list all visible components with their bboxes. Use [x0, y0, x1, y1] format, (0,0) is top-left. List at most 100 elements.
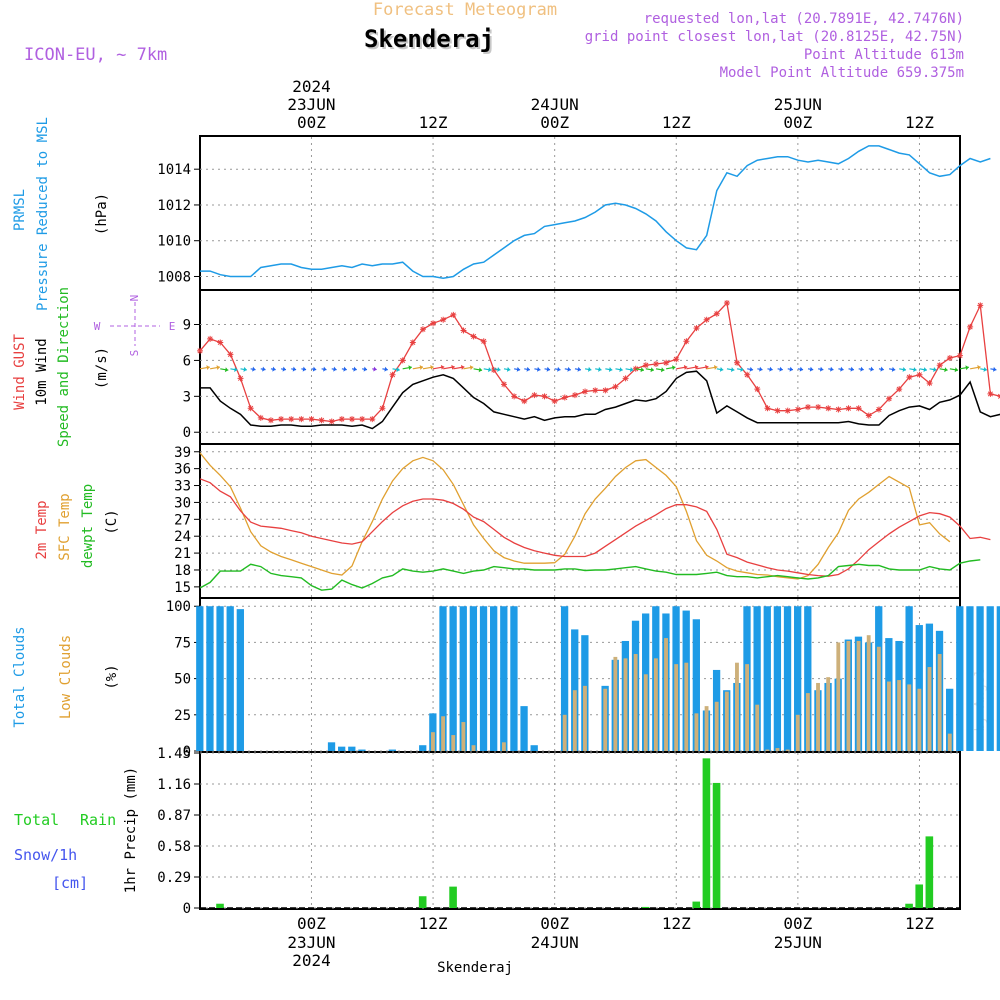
- y-tick-label: 0.29: [157, 870, 191, 886]
- wind-arrow-head: [850, 366, 854, 372]
- wind-arrow-head: [598, 366, 602, 372]
- gust-marker: [875, 406, 882, 413]
- low-cloud-bar: [927, 667, 932, 751]
- rain-bar: [925, 836, 934, 908]
- gust-marker: [278, 416, 285, 423]
- total-cloud-bar: [206, 606, 214, 751]
- wind-arrow-head: [965, 365, 969, 371]
- total-cloud-bar: [358, 749, 366, 751]
- wind-arrow-head: [608, 367, 613, 372]
- rain-bar: [692, 901, 701, 908]
- wind-arrow-head: [954, 367, 959, 373]
- low-cloud-bar: [775, 748, 780, 751]
- wind-arrow-head: [469, 365, 474, 371]
- wind-arrow-head: [913, 367, 917, 373]
- low-cloud-bar: [805, 693, 810, 751]
- footer-location: Skenderaj: [437, 960, 513, 976]
- y-tick-label: 39: [174, 445, 191, 461]
- total-cloud-bar: [327, 742, 336, 751]
- sfctemp-line: [199, 452, 951, 580]
- wind-arrow-head: [460, 364, 465, 370]
- wind-line: [200, 370, 1000, 430]
- gust-marker: [713, 310, 720, 317]
- wind-arrow-head: [683, 364, 688, 370]
- total-cloud-bar: [510, 606, 518, 751]
- wind-arrow-head: [891, 366, 896, 372]
- low-cloud-bar: [735, 662, 739, 751]
- wind-arrow-head: [870, 366, 874, 372]
- gust-marker: [328, 418, 335, 425]
- bottom-date-label: 24JUN: [531, 933, 579, 952]
- y-tick-label: 1010: [157, 234, 191, 250]
- temp2m-label: 2m Temp: [34, 500, 50, 559]
- gust-marker: [967, 323, 974, 330]
- y-tick-label: 3: [183, 389, 191, 405]
- low-cloud-bar: [795, 714, 800, 751]
- wind-arrow-head: [983, 366, 987, 372]
- wind-arrow-head: [323, 366, 327, 372]
- wind-arrow-head: [769, 366, 773, 372]
- total-cloud-bar: [490, 606, 498, 751]
- gust-marker: [541, 393, 548, 400]
- gust-marker: [977, 302, 984, 309]
- total-cloud-bar: [216, 606, 224, 751]
- top-date-label: 24JUN: [531, 95, 579, 114]
- gust-marker: [825, 405, 832, 412]
- wind-arrow-head: [730, 367, 735, 373]
- gust-marker: [946, 355, 953, 362]
- top-year-label: 2024: [292, 77, 331, 96]
- y-tick-label: 0.58: [157, 839, 191, 855]
- wind-arrow-head: [419, 365, 424, 370]
- bottom-year-label: 2024: [292, 951, 331, 970]
- gust-marker: [774, 407, 781, 414]
- wind-arrow-head: [302, 366, 307, 372]
- gust-marker: [480, 338, 487, 345]
- wind-arrow-head: [234, 367, 238, 372]
- top-hour-label: 12Z: [662, 113, 691, 132]
- low-cloud-bar: [947, 733, 952, 751]
- wind-arrow-head: [713, 364, 718, 370]
- rain-bar: [418, 896, 427, 908]
- total-cloud-bar: [226, 606, 234, 751]
- low-cloud-bar: [724, 691, 729, 751]
- gust-marker: [673, 356, 680, 363]
- top-hour-label: 12Z: [419, 113, 448, 132]
- wind-arrow-head: [694, 364, 699, 370]
- gust-marker: [571, 392, 578, 399]
- wind-arrow-head: [719, 366, 724, 372]
- dewpt-line: [199, 559, 981, 591]
- wind-arrow-head: [363, 366, 368, 372]
- gust-marker: [845, 405, 852, 412]
- wind-arrow-head: [557, 366, 561, 372]
- location-title-front: Skenderaj: [364, 25, 494, 53]
- low-cloud-bar: [745, 664, 750, 751]
- bottom-date-label: 25JUN: [774, 933, 822, 952]
- dewpt-label: dewpt Temp: [80, 484, 96, 568]
- gust-marker: [460, 327, 467, 334]
- wind-arrow-head: [488, 367, 492, 373]
- gust-marker: [835, 406, 842, 413]
- gust-marker: [896, 386, 903, 393]
- gust-marker: [419, 326, 426, 333]
- gust-marker: [987, 390, 994, 397]
- wind-arrow-head: [759, 366, 763, 372]
- y-tick-label: 1.16: [157, 777, 191, 793]
- bottom-hour-label: 00Z: [540, 914, 569, 933]
- wind-arrow-head: [292, 366, 297, 372]
- gust-marker: [399, 357, 406, 364]
- bottom-hour-label: 12Z: [905, 914, 934, 933]
- gust-marker: [592, 387, 599, 394]
- wind-arrow-head: [619, 367, 623, 373]
- total-cloud-bar: [338, 746, 346, 751]
- bottom-hour-label: 12Z: [419, 914, 448, 933]
- low-cloud-bar: [664, 638, 668, 751]
- gust-marker: [511, 393, 518, 400]
- gust-marker: [764, 405, 771, 412]
- wind-10m-label: 10m Wind: [34, 338, 50, 405]
- low-cloud-bar: [826, 677, 831, 751]
- rain-bar: [915, 884, 924, 908]
- y-tick-label: 24: [174, 529, 191, 545]
- low-cloud-bar: [431, 732, 435, 751]
- wind-arrow-head: [497, 366, 501, 372]
